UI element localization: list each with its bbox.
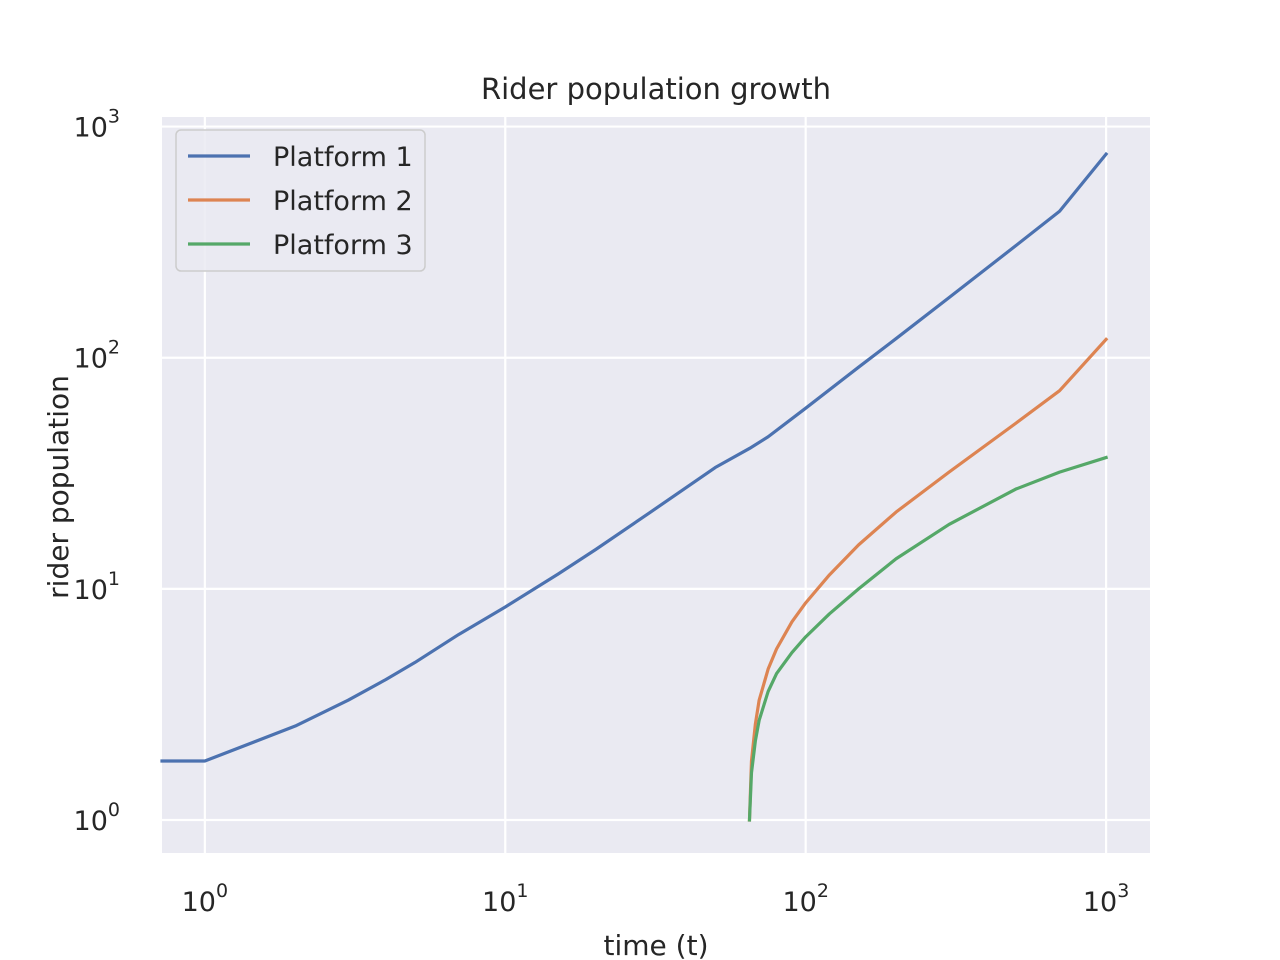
x-tick-label: 102: [782, 880, 828, 918]
x-tick-label: 101: [482, 880, 528, 918]
series-line-1: [160, 151, 1109, 763]
series-line-3: [747, 455, 1109, 822]
y-tick-label: 103: [74, 106, 120, 144]
y-axis-ticks: 100 101 102 103: [74, 106, 120, 837]
x-tick-label: 103: [1083, 880, 1129, 918]
x-axis-label: time (t): [604, 929, 709, 960]
legend: Platform 1 Platform 2 Platform 3: [175, 129, 426, 272]
y-tick-label: 101: [74, 568, 120, 606]
y-axis-label: rider population: [42, 375, 75, 599]
y-tick-label: 100: [74, 799, 120, 837]
y-tick-label: 102: [74, 337, 120, 375]
x-tick-label: 100: [182, 880, 228, 918]
chart-title: Rider population growth: [481, 72, 831, 106]
legend-box: [175, 129, 426, 272]
series-layer: [160, 151, 1109, 822]
legend-label-1: Platform 1: [273, 142, 413, 173]
legend-label-3: Platform 3: [273, 230, 413, 261]
legend-label-2: Platform 2: [273, 186, 413, 217]
series-line-2: [747, 337, 1109, 822]
grid-lines: [162, 117, 1150, 853]
x-axis-ticks: 100 101 102 103: [182, 880, 1130, 918]
